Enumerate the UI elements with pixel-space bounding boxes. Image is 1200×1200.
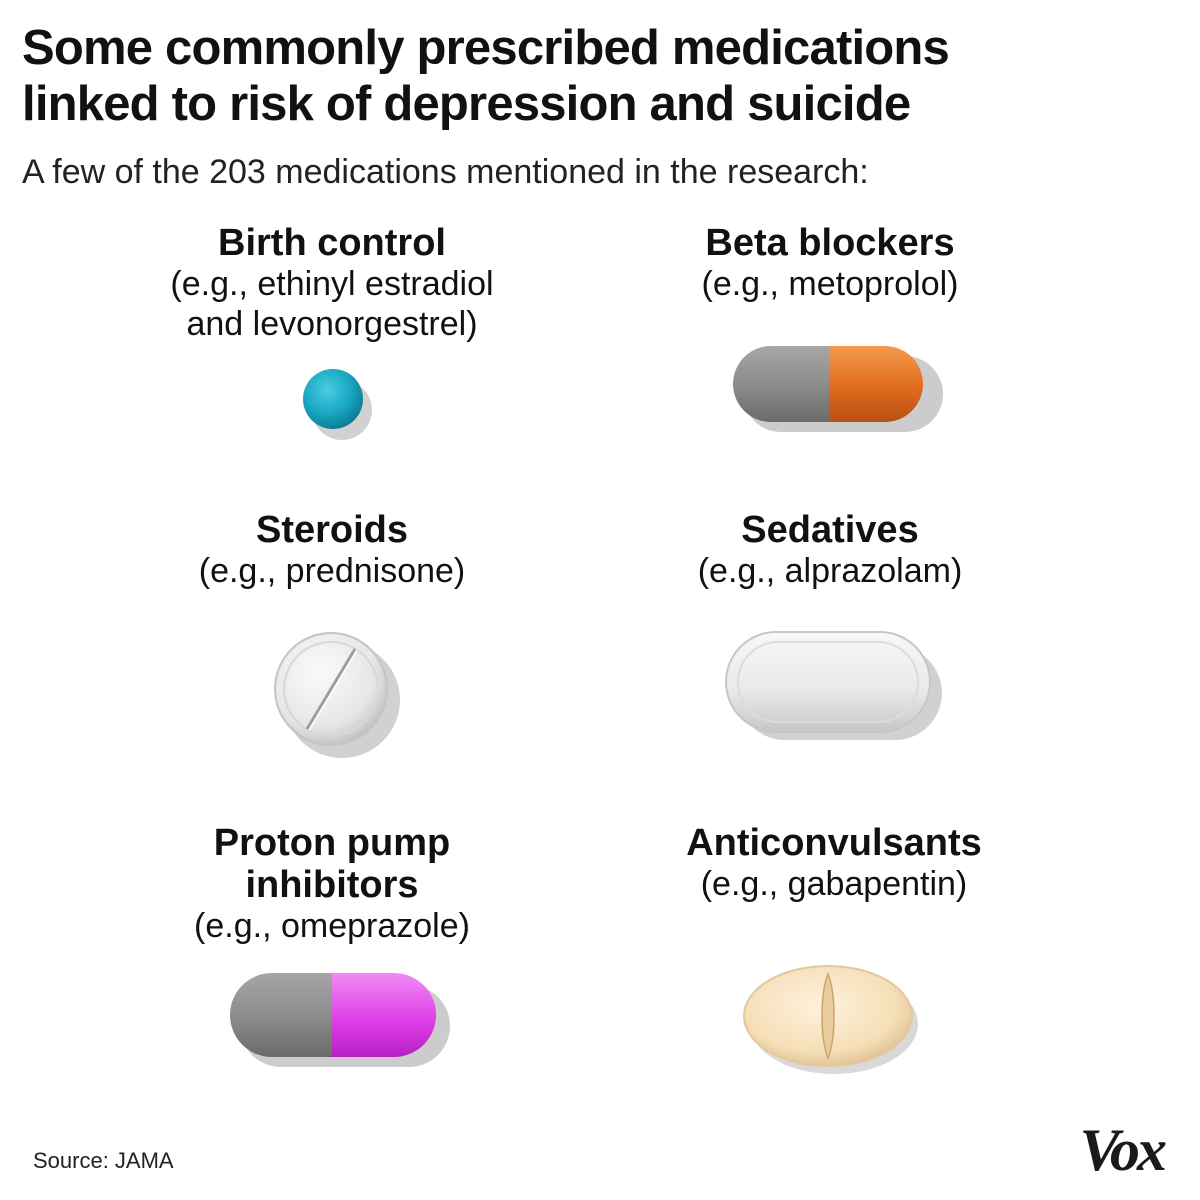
teal-round-pill-icon <box>290 360 380 450</box>
cream-oval-scored-tablet-icon <box>738 960 928 1080</box>
chart-title: Some commonly prescribed medications lin… <box>22 20 1182 132</box>
medication-example: (e.g., gabapentin) <box>700 865 968 903</box>
medication-example: (e.g., metoprolol) <box>701 265 959 303</box>
medication-name: Anticonvulsants <box>686 822 982 864</box>
subtitle: A few of the 203 medications mentioned i… <box>22 153 869 191</box>
medication-name-continued: inhibitors <box>245 864 419 906</box>
medication-name: Birth control <box>218 222 446 264</box>
medication-example: (e.g., prednisone) <box>198 552 466 590</box>
medication-name: Proton pump <box>213 822 451 864</box>
medication-name: Steroids <box>255 509 409 551</box>
source-note: Source: JAMA <box>33 1148 174 1173</box>
medication-sedatives: Sedatives (e.g., alprazolam) <box>570 509 1090 591</box>
medication-steroids: Steroids (e.g., prednisone) <box>72 509 592 591</box>
medication-example: (e.g., omeprazole) <box>194 907 470 945</box>
medication-example: (e.g., ethinyl estradiol <box>170 265 494 303</box>
medication-example-continued: and levonorgestrel) <box>186 305 478 343</box>
title-line-2: linked to risk of depression and suicide <box>22 77 911 131</box>
medication-name: Sedatives <box>741 509 919 551</box>
medication-anticonvulsants: Anticonvulsants (e.g., gabapentin) <box>574 822 1094 904</box>
gray-magenta-capsule-icon <box>222 965 462 1075</box>
white-oblong-tablet-icon <box>720 628 960 748</box>
gray-orange-capsule-icon <box>725 338 955 438</box>
medication-beta-blockers: Beta blockers (e.g., metoprolol) <box>570 222 1090 304</box>
medication-proton-pump-inhibitors: Proton pump inhibitors (e.g., omeprazole… <box>72 822 592 946</box>
white-scored-round-tablet-icon <box>270 632 410 762</box>
medication-name: Beta blockers <box>705 222 955 264</box>
vox-logo: Vox <box>1079 1117 1167 1183</box>
medication-example: (e.g., alprazolam) <box>697 552 963 590</box>
title-line-1: Some commonly prescribed medications <box>22 21 950 75</box>
medication-birth-control: Birth control (e.g., ethinyl estradiol a… <box>72 222 592 344</box>
